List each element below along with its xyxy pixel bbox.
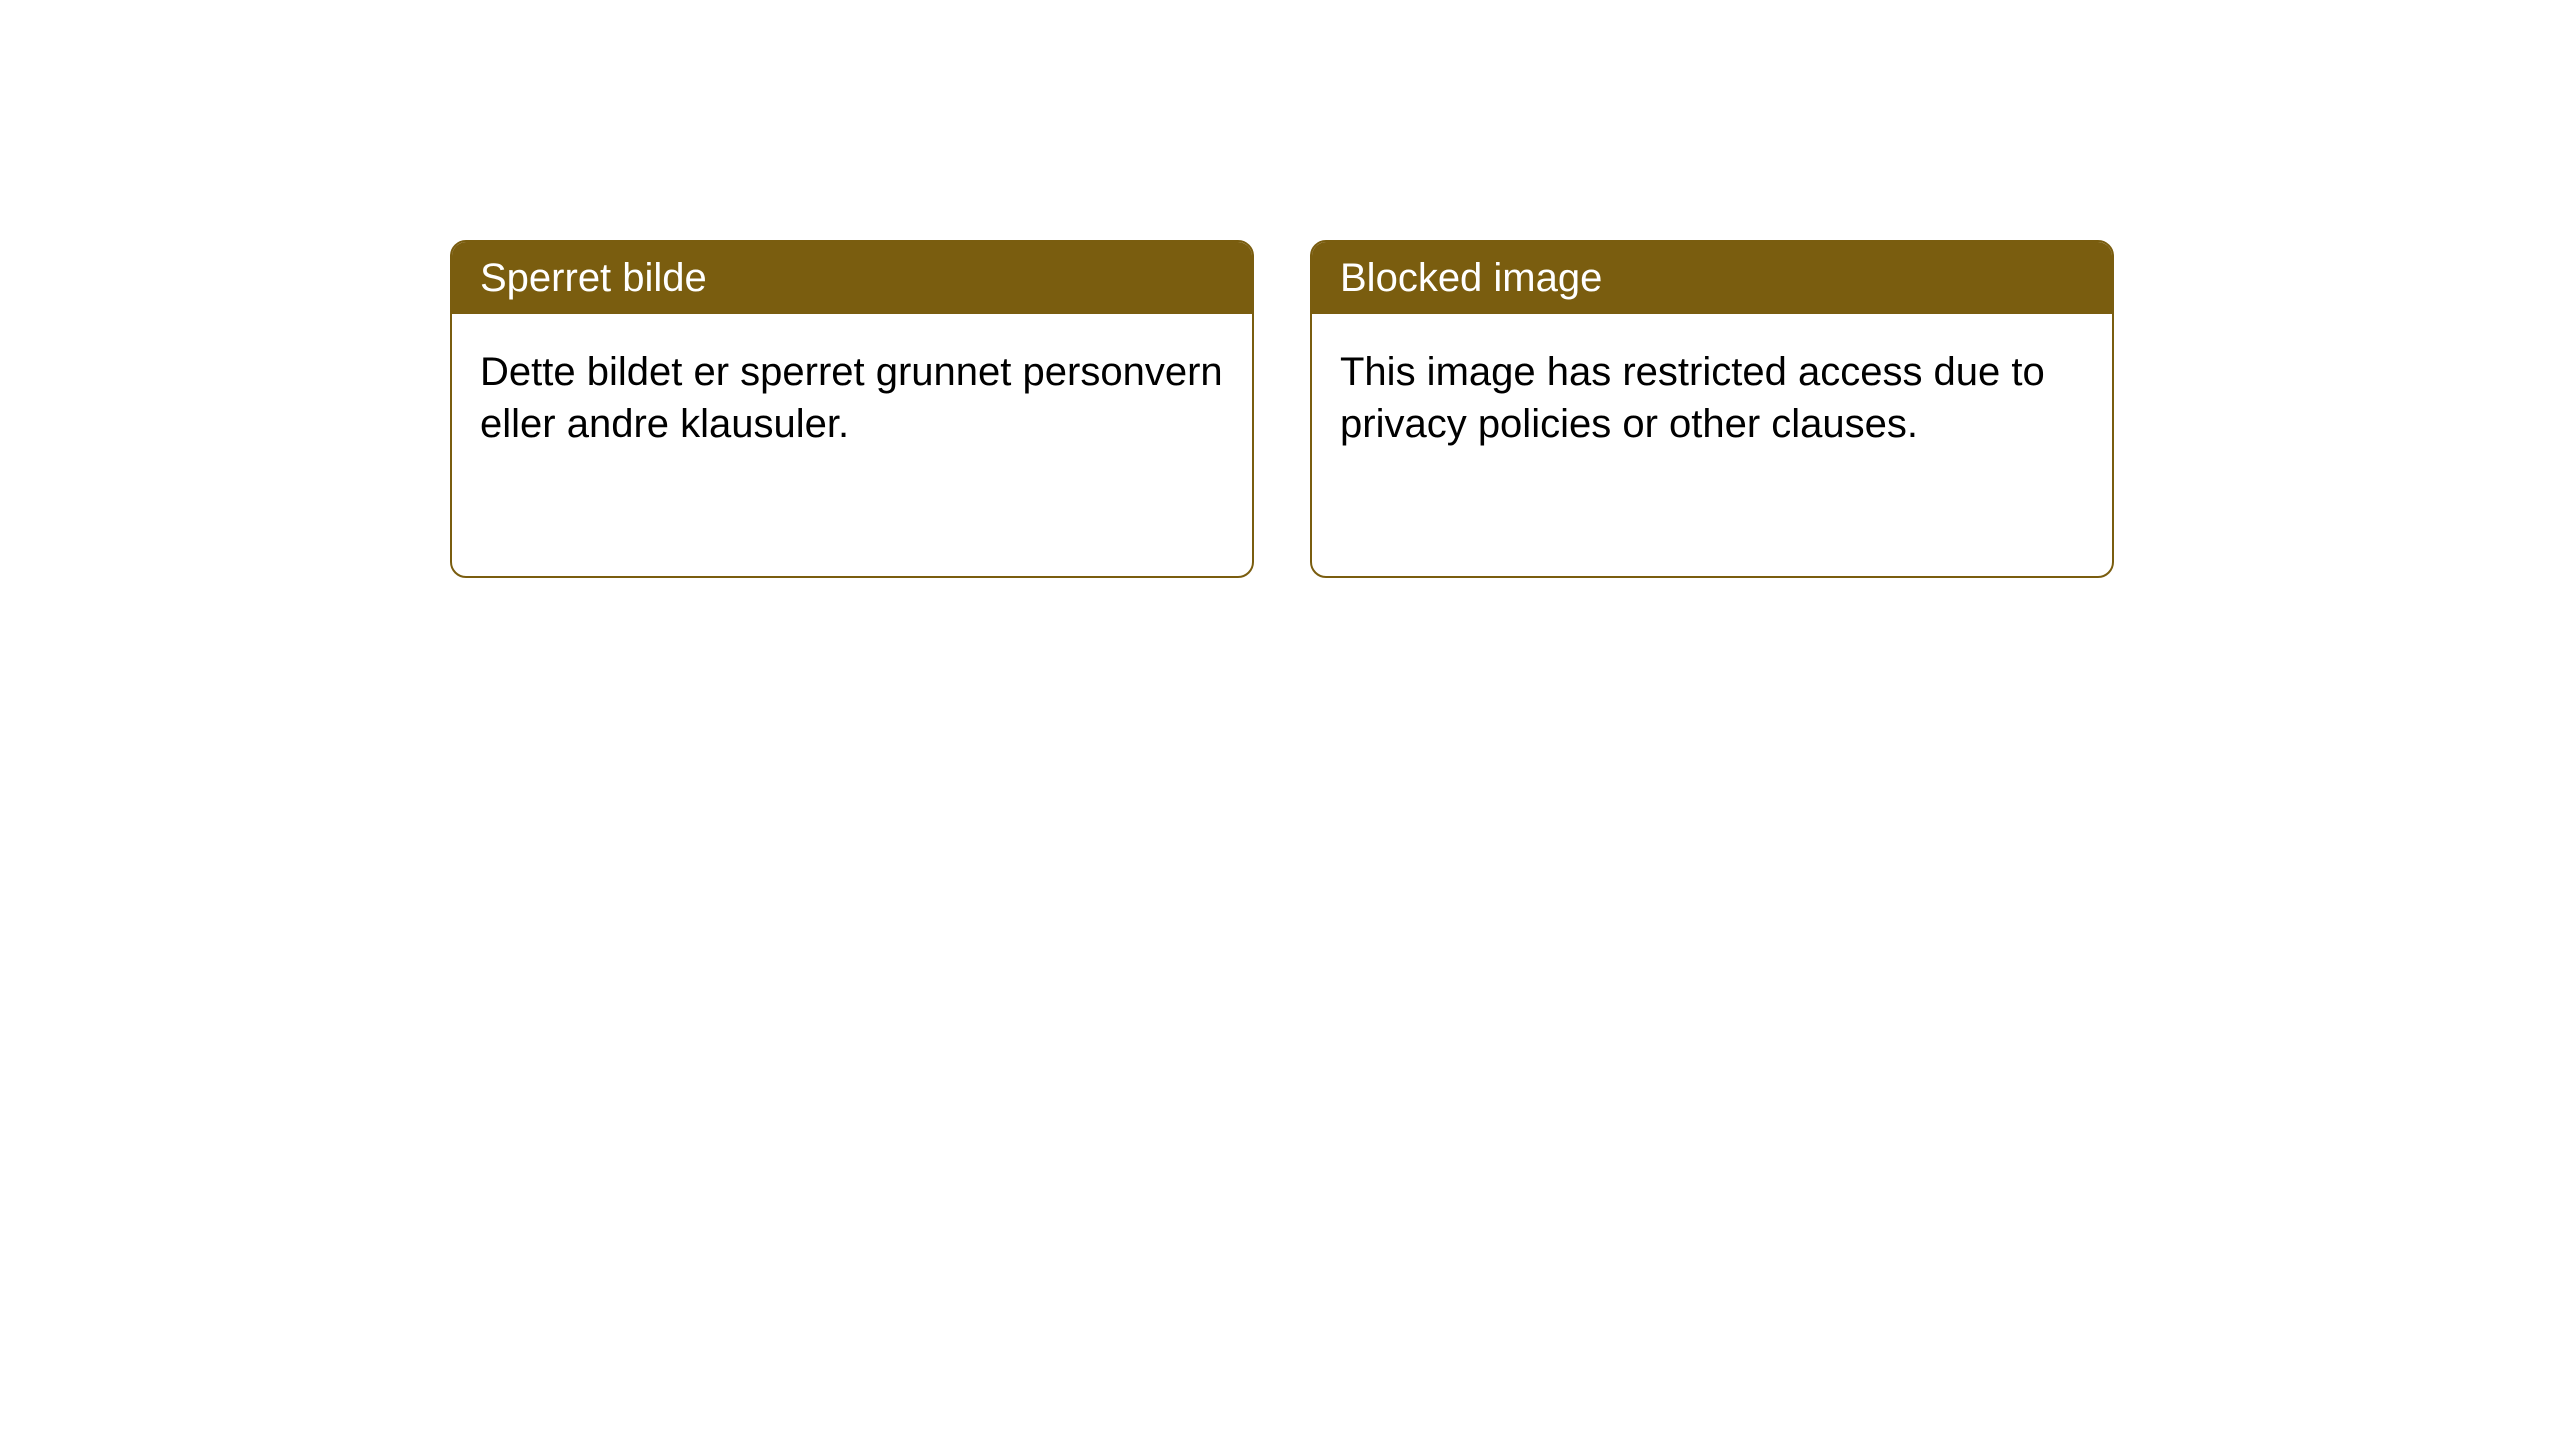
card-header: Blocked image <box>1312 242 2112 314</box>
card-body-text: This image has restricted access due to … <box>1340 350 2045 446</box>
card-body-text: Dette bildet er sperret grunnet personve… <box>480 350 1223 446</box>
card-body: Dette bildet er sperret grunnet personve… <box>452 314 1252 482</box>
card-body: This image has restricted access due to … <box>1312 314 2112 482</box>
card-header: Sperret bilde <box>452 242 1252 314</box>
card-norwegian: Sperret bilde Dette bildet er sperret gr… <box>450 240 1254 578</box>
card-english: Blocked image This image has restricted … <box>1310 240 2114 578</box>
card-title: Sperret bilde <box>480 256 707 300</box>
cards-container: Sperret bilde Dette bildet er sperret gr… <box>450 240 2560 578</box>
card-title: Blocked image <box>1340 256 1602 300</box>
